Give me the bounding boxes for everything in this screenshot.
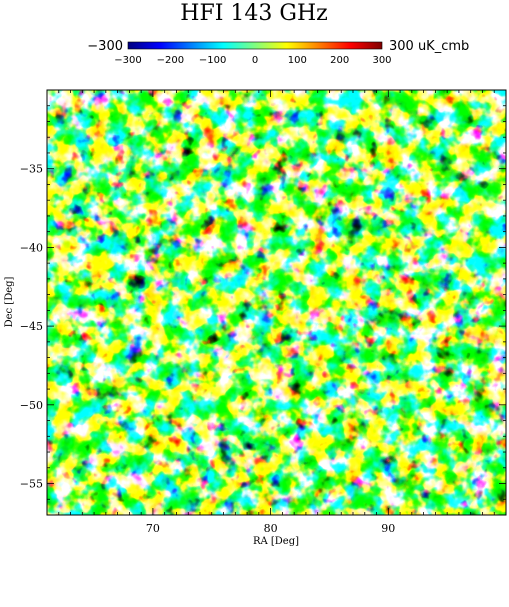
- colorbar-tick-label: 300: [372, 55, 391, 66]
- x-tick-label: 80: [264, 522, 278, 535]
- colorbar-tick-label: 200: [330, 55, 349, 66]
- x-tick-label: 90: [381, 522, 395, 535]
- y-axis-ticks: −35 −40 −45 −50 −55: [20, 89, 506, 516]
- x-axis-label: RA [Deg]: [253, 536, 299, 547]
- colorbar-tick-label: −200: [157, 55, 184, 66]
- figure-title: HFI 143 GHz: [180, 1, 327, 26]
- colorbar-min-label: −300: [87, 39, 123, 54]
- y-tick-label: −55: [20, 478, 43, 491]
- y-tick-label: −50: [20, 399, 43, 412]
- colorbar-ticks: −300 −200 −100 0 100 200 300: [114, 55, 391, 66]
- colorbar-tick-label: 100: [288, 55, 307, 66]
- colorbar-tick-label: −300: [114, 55, 141, 66]
- x-axis-ticks: 70 80 90: [46, 90, 507, 535]
- colorbar-tick-label: 0: [252, 55, 258, 66]
- y-tick-label: −45: [20, 320, 43, 333]
- colorbar: −300 300 uK_cmb −300 −200 −100 0 100 200 300: [87, 39, 469, 66]
- y-tick-label: −35: [20, 163, 43, 176]
- colorbar-max-label: 300 uK_cmb: [389, 39, 469, 54]
- colorbar-gradient: [127, 41, 383, 50]
- map-plot: 70 80 90 −35 −40 −45 −50 −55 RA [Deg] Dec [Deg…: [4, 89, 507, 547]
- colorbar-tick-label: −100: [199, 55, 226, 66]
- map-frame: [46, 89, 507, 516]
- y-tick-label: −40: [20, 241, 43, 254]
- x-tick-label: 70: [146, 522, 160, 535]
- y-axis-label: Dec [Deg]: [4, 276, 15, 327]
- cmb-temperature-map: [47, 90, 506, 515]
